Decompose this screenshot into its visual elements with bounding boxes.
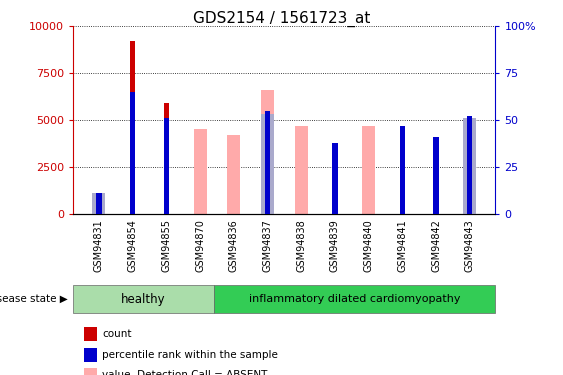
Bar bbox=[332, 154, 338, 214]
Bar bbox=[434, 137, 439, 214]
Text: healthy: healthy bbox=[121, 292, 166, 306]
Bar bbox=[96, 193, 101, 214]
Text: inflammatory dilated cardiomyopathy: inflammatory dilated cardiomyopathy bbox=[249, 294, 461, 304]
Text: GSM94841: GSM94841 bbox=[397, 219, 407, 272]
Bar bbox=[261, 114, 274, 214]
Bar bbox=[294, 126, 307, 214]
Text: count: count bbox=[102, 329, 132, 339]
Bar bbox=[92, 193, 105, 214]
Text: GSM94855: GSM94855 bbox=[162, 219, 171, 272]
Text: GSM94870: GSM94870 bbox=[195, 219, 205, 272]
Text: GSM94838: GSM94838 bbox=[296, 219, 306, 272]
Bar bbox=[96, 211, 101, 214]
Text: GSM94831: GSM94831 bbox=[94, 219, 104, 272]
Text: GSM94840: GSM94840 bbox=[364, 219, 374, 272]
Bar bbox=[130, 41, 135, 214]
Bar bbox=[332, 142, 338, 214]
Text: disease state ▶: disease state ▶ bbox=[0, 294, 68, 304]
Bar bbox=[214, 285, 495, 313]
Text: value, Detection Call = ABSENT: value, Detection Call = ABSENT bbox=[102, 370, 268, 375]
Bar bbox=[400, 128, 405, 214]
Bar bbox=[362, 126, 375, 214]
Text: GDS2154 / 1561723_at: GDS2154 / 1561723_at bbox=[193, 11, 370, 27]
Bar bbox=[265, 111, 270, 214]
Text: GSM94842: GSM94842 bbox=[431, 219, 441, 272]
Text: GSM94843: GSM94843 bbox=[464, 219, 475, 272]
Bar bbox=[73, 285, 214, 313]
Bar bbox=[434, 148, 439, 214]
Bar bbox=[227, 135, 240, 214]
Text: GSM94836: GSM94836 bbox=[229, 219, 239, 272]
Bar bbox=[130, 92, 135, 214]
Bar bbox=[400, 126, 405, 214]
Bar bbox=[194, 129, 207, 214]
Text: GSM94837: GSM94837 bbox=[262, 219, 272, 272]
Bar bbox=[261, 90, 274, 214]
Text: GSM94839: GSM94839 bbox=[330, 219, 340, 272]
Bar bbox=[164, 118, 169, 214]
Text: percentile rank within the sample: percentile rank within the sample bbox=[102, 350, 278, 360]
Bar bbox=[467, 116, 472, 214]
Bar bbox=[467, 116, 472, 214]
Text: GSM94854: GSM94854 bbox=[128, 219, 137, 272]
Bar bbox=[463, 118, 476, 214]
Bar bbox=[92, 210, 105, 214]
Bar bbox=[164, 103, 169, 214]
